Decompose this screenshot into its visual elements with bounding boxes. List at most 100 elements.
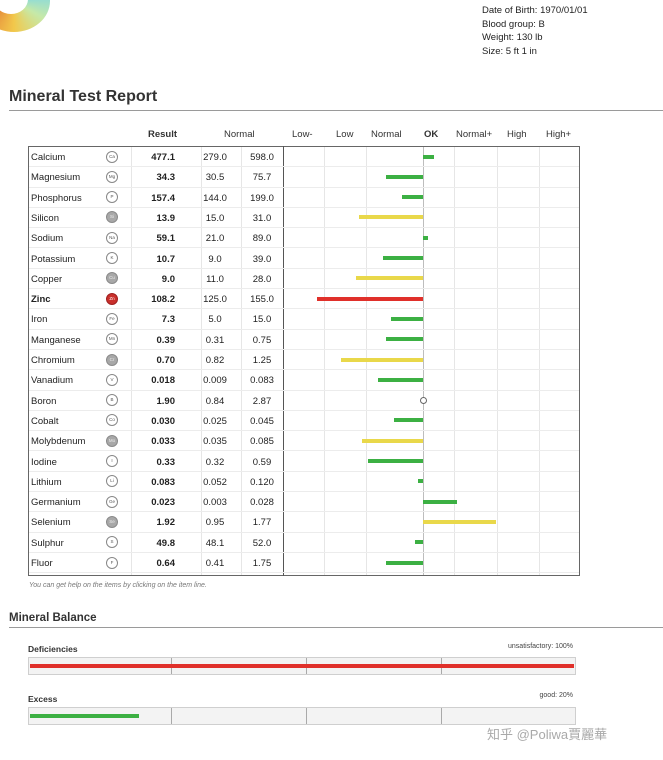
normal-low-value: 0.003	[203, 497, 227, 509]
mineral-name: Sodium	[31, 233, 64, 245]
bar-divider	[441, 708, 442, 724]
table-row[interactable]: Molybdenum Mo 0.033 0.035 0.085	[29, 431, 579, 452]
normal-high-value: 199.0	[250, 192, 274, 204]
mineral-table	[28, 146, 580, 576]
row-separator	[29, 348, 579, 350]
element-symbol-icon: Co	[106, 414, 118, 427]
row-separator	[29, 551, 579, 553]
table-row[interactable]: Sodium Na 59.1 21.0 89.0	[29, 228, 579, 249]
table-row[interactable]: Copper Cu 9.0 11.0 28.0	[29, 269, 579, 290]
header-low: Low	[336, 129, 354, 140]
row-separator	[29, 409, 579, 411]
table-row[interactable]: Phosphorus P 157.4 144.0 199.0	[29, 188, 579, 208]
deviation-bar	[356, 276, 423, 281]
mineral-name: Manganese	[31, 334, 81, 346]
header-high-plus: High+	[546, 129, 572, 140]
header-low-minus: Low-	[292, 129, 313, 140]
mineral-name: Silicon	[31, 212, 59, 224]
table-row[interactable]: Fluor F 0.64 0.41 1.75	[29, 553, 579, 574]
table-row[interactable]: Selenium Se 1.92 0.95 1.77	[29, 512, 579, 533]
table-row[interactable]: Calcium Ca 477.1 279.0 598.0	[29, 147, 579, 168]
deviation-bar	[385, 560, 423, 565]
table-row[interactable]: Vanadium V 0.018 0.009 0.083	[29, 370, 579, 391]
excess-bar	[28, 707, 576, 725]
deviation-bar	[385, 337, 423, 342]
result-value: 108.2	[151, 294, 175, 306]
result-value: 0.083	[151, 476, 175, 488]
result-value: 0.33	[156, 456, 176, 468]
normal-high-value: 0.120	[250, 476, 274, 488]
header-ok: OK	[424, 129, 439, 140]
table-row[interactable]: Silicon Si 13.9 15.0 31.0	[29, 208, 579, 229]
table-row[interactable]: Zinc Zn 108.2 125.0 155.0	[29, 289, 579, 310]
normal-high-value: 28.0	[252, 273, 272, 285]
grid-line	[131, 147, 132, 575]
table-row[interactable]: Germanium Ge 0.023 0.003 0.028	[29, 492, 579, 513]
deviation-bar	[382, 256, 423, 260]
normal-low-value: 0.41	[205, 558, 225, 569]
mineral-name: Iodine	[31, 456, 57, 468]
watermark: 知乎 @Poliwa賈麗華	[487, 727, 608, 742]
table-row[interactable]: Sulphur S 49.8 48.1 52.0	[29, 533, 579, 553]
deviation-bar	[391, 316, 423, 321]
table-row[interactable]: Potassium K 10.7 9.0 39.0	[29, 249, 579, 269]
ok-center-line	[423, 147, 424, 575]
mineral-name: Fluor	[31, 558, 53, 569]
table-row[interactable]: Iron Fe 7.3 5.0 15.0	[29, 309, 579, 330]
table-row[interactable]: Iodine I 0.33 0.32 0.59	[29, 452, 579, 472]
table-row[interactable]: Lithium Li 0.083 0.052 0.120	[29, 472, 579, 493]
bar-divider	[171, 708, 172, 724]
normal-high-value: 1.77	[252, 517, 272, 529]
normal-high-value: 0.045	[250, 415, 274, 427]
grid-line	[454, 147, 455, 575]
normal-low-value: 48.1	[205, 537, 225, 549]
normal-low-value: 9.0	[208, 253, 222, 265]
table-row[interactable]: Cobalt Co 0.030 0.025 0.045	[29, 411, 579, 432]
mineral-name: Cobalt	[31, 415, 59, 427]
grid-line	[241, 147, 242, 575]
balance-divider	[9, 627, 663, 628]
row-separator	[29, 186, 579, 188]
normal-low-value: 0.009	[203, 375, 227, 387]
header-normal: Normal	[224, 129, 255, 140]
normal-high-value: 0.59	[252, 456, 272, 468]
mineral-name: Copper	[31, 273, 63, 285]
table-row[interactable]: Manganese Mn 0.39 0.31 0.75	[29, 330, 579, 350]
deviation-bar	[394, 418, 423, 423]
row-separator	[29, 491, 579, 493]
row-separator	[29, 288, 579, 290]
normal-low-value: 279.0	[203, 152, 227, 163]
row-separator	[29, 227, 579, 229]
result-value: 0.70	[156, 355, 176, 366]
report-title: Mineral Test Report	[9, 88, 158, 105]
deficiencies-label: Deficiencies	[28, 644, 78, 654]
deviation-bar	[417, 479, 423, 484]
row-separator	[29, 430, 579, 432]
header-normal-scale: Normal	[371, 129, 402, 140]
normal-high-value: 0.083	[250, 375, 274, 387]
element-symbol-icon: S	[106, 536, 118, 549]
row-separator	[29, 369, 579, 371]
result-value: 157.4	[151, 192, 175, 204]
table-row[interactable]: Chromium Cr 0.70 0.82 1.25	[29, 350, 579, 371]
deficiencies-fill	[30, 664, 574, 668]
result-value: 34.3	[156, 172, 176, 184]
normal-low-value: 15.0	[205, 212, 225, 224]
normal-high-value: 52.0	[252, 537, 272, 549]
result-value: 9.0	[161, 273, 175, 285]
grid-line	[201, 147, 202, 575]
patient-blood-group: Blood group: B	[482, 18, 545, 30]
element-symbol-icon: Ge	[106, 495, 118, 508]
grid-line	[497, 147, 498, 575]
result-value: 49.8	[156, 537, 176, 549]
mineral-name: Potassium	[31, 253, 76, 265]
normal-high-value: 1.25	[252, 355, 272, 366]
result-value: 1.90	[156, 395, 176, 407]
normal-low-value: 0.82	[205, 355, 225, 366]
table-row[interactable]: Boron B 1.90 0.84 2.87	[29, 391, 579, 411]
row-separator	[29, 166, 579, 168]
element-symbol-icon: Se	[106, 515, 118, 528]
table-row[interactable]: Magnesium Mg 34.3 30.5 75.7	[29, 167, 579, 188]
excess-fill	[30, 714, 139, 718]
result-value: 0.018	[151, 375, 175, 387]
